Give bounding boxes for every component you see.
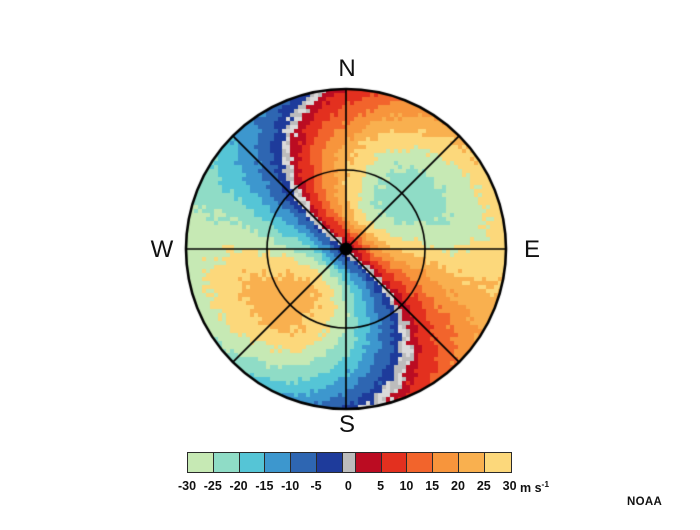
colorbar-cell: [381, 453, 408, 472]
colorbar-cell: [316, 453, 343, 472]
colorbar-tick--20: -20: [229, 479, 248, 493]
colorbar-tick--15: -15: [255, 479, 274, 493]
colorbar-tick-20: 20: [451, 479, 465, 493]
colorbar-tick-5: 5: [377, 479, 385, 493]
colorbar-tick--5: -5: [310, 479, 322, 493]
compass-label-east: E: [523, 236, 541, 263]
colorbar-unit-label: m s-1: [520, 479, 550, 496]
colorbar-tick--10: -10: [281, 479, 300, 493]
colorbar-cell: [433, 453, 459, 472]
colorbar-cell: [342, 453, 356, 472]
credit-label: NOAA: [627, 496, 663, 508]
colorbar-tick-15: 15: [425, 479, 440, 493]
colorbar-tick-0: 0: [344, 479, 352, 493]
colorbar-cell: [239, 453, 266, 472]
compass-label-north: N: [338, 55, 356, 82]
compass-label-west: W: [150, 236, 174, 263]
colorbar-cell: [458, 453, 485, 472]
colorbar-tick-10: 10: [399, 479, 414, 493]
colorbar-tick--25: -25: [203, 479, 222, 493]
colorbar-tick-30: 30: [502, 479, 517, 493]
colorbar-cell: [291, 453, 317, 472]
velocity-colorbar: [187, 452, 512, 473]
colorbar-tick-25: 25: [476, 479, 491, 493]
colorbar-cell: [407, 453, 434, 472]
colorbar-tick--30: -30: [177, 479, 197, 493]
colorbar-cell: [355, 453, 382, 472]
compass-label-south: S: [338, 411, 356, 438]
colorbar-cell: [484, 453, 511, 472]
colorbar-cell: [265, 453, 292, 472]
colorbar-cell: [213, 453, 240, 472]
colorbar-cell: [188, 453, 214, 472]
